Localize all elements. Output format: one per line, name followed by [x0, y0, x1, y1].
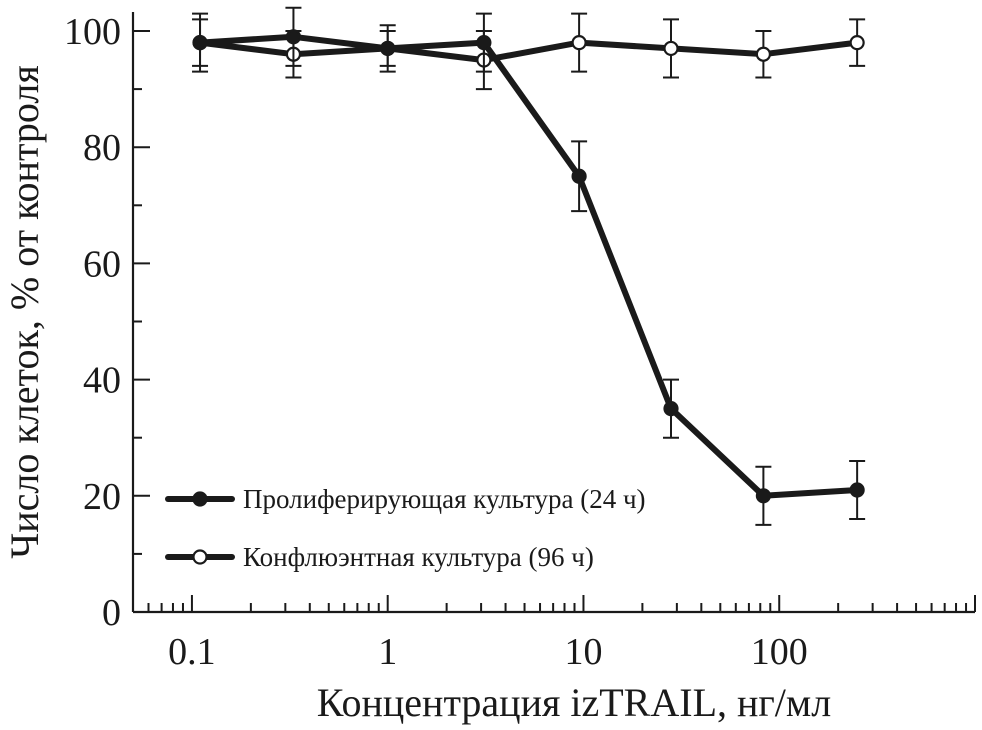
x-tick-label: 100: [751, 631, 808, 673]
data-point: [192, 35, 208, 51]
axes: [131, 12, 975, 614]
data-point: [285, 29, 302, 45]
y-tick-label: 40: [83, 360, 121, 402]
data-point: [849, 35, 865, 51]
data-point: [571, 35, 587, 51]
x-ticks: 0.1 1 10 100: [132, 595, 976, 673]
data-point: [849, 482, 865, 498]
y-tick-label: 100: [64, 11, 121, 53]
data-point: [755, 488, 771, 504]
data-point: [571, 168, 587, 184]
x-axis-title: Концентрация izTRAIL, нг/мл: [317, 680, 831, 725]
legend-marker-confluent: [192, 549, 208, 565]
series-line: [197, 39, 861, 64]
data-point: [380, 40, 396, 57]
x-tick-label: 1: [378, 631, 397, 673]
legend-label-confluent: Конфлюэнтная культура (96 ч): [243, 542, 594, 572]
series-line: [197, 33, 861, 499]
y-tick-label: 80: [83, 127, 121, 169]
series-layer: [192, 6, 866, 526]
x-tick-label: 10: [564, 631, 602, 673]
series-proliferating: [192, 6, 866, 526]
legend-item-confluent: Конфлюэнтная культура (96 ч): [165, 542, 594, 572]
data-point: [663, 40, 679, 57]
y-axis-title: Число клеток, % от контроля: [2, 65, 47, 559]
data-point: [755, 46, 771, 62]
data-point: [476, 35, 492, 51]
series-confluent: [192, 12, 866, 91]
data-point: [663, 401, 679, 417]
y-tick-label: 20: [83, 476, 121, 518]
y-ticks: 0 20 40 60 80 100: [64, 11, 150, 634]
legend-label-proliferating: Пролиферирующая культура (24 ч): [243, 484, 646, 514]
legend: Пролиферирующая культура (24 ч) Конфлюэн…: [165, 484, 646, 572]
legend-marker-proliferating: [192, 491, 208, 507]
x-tick-label: 0.1: [168, 631, 216, 673]
y-tick-label: 0: [102, 592, 121, 634]
legend-item-proliferating: Пролиферирующая культура (24 ч): [165, 484, 646, 514]
y-tick-label: 60: [83, 243, 121, 285]
